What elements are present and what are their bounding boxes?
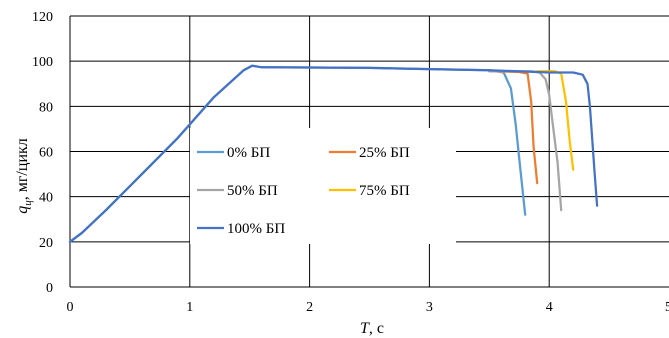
y-tick-label: 60 xyxy=(39,146,53,161)
tick-labels: 0 20 40 60 80 100 120 0 1 2 3 4 5 xyxy=(32,10,669,315)
series-line-4 xyxy=(68,64,599,243)
x-tick-label: 5 xyxy=(665,300,669,315)
legend-label: 75% БП xyxy=(359,183,410,199)
x-axis-title: T, с xyxy=(360,320,384,337)
y-axis-subscript: ц xyxy=(22,200,34,206)
y-tick-label: 0 xyxy=(46,281,53,296)
x-tick-label: 4 xyxy=(546,300,553,315)
legend: 0% БП 25% БП 50% БП 75% БП 100% БП xyxy=(190,128,456,244)
y-axis-unit: , мг/цикл xyxy=(14,138,31,200)
legend-label: 25% БП xyxy=(359,145,410,161)
y-tick-label: 100 xyxy=(32,55,53,70)
y-tick-label: 80 xyxy=(39,100,53,115)
legend-background xyxy=(190,128,456,244)
x-tick-label: 0 xyxy=(67,300,74,315)
x-tick-label: 1 xyxy=(186,300,193,315)
x-tick-label: 2 xyxy=(306,300,313,315)
x-axis-unit: , с xyxy=(369,320,384,337)
y-axis-variable: q xyxy=(14,206,31,214)
y-tick-label: 20 xyxy=(39,236,53,251)
legend-label: 50% БП xyxy=(227,183,278,199)
y-axis-title: qц, мг/цикл xyxy=(14,138,34,214)
y-tick-label: 40 xyxy=(39,191,53,206)
legend-label: 100% БП xyxy=(227,221,285,237)
x-axis-variable: T xyxy=(360,320,370,337)
series-line-3 xyxy=(536,70,575,171)
x-tick-label: 3 xyxy=(426,300,433,315)
y-tick-label: 120 xyxy=(32,10,53,25)
series-layer xyxy=(68,64,599,243)
legend-label: 0% БП xyxy=(227,145,270,161)
